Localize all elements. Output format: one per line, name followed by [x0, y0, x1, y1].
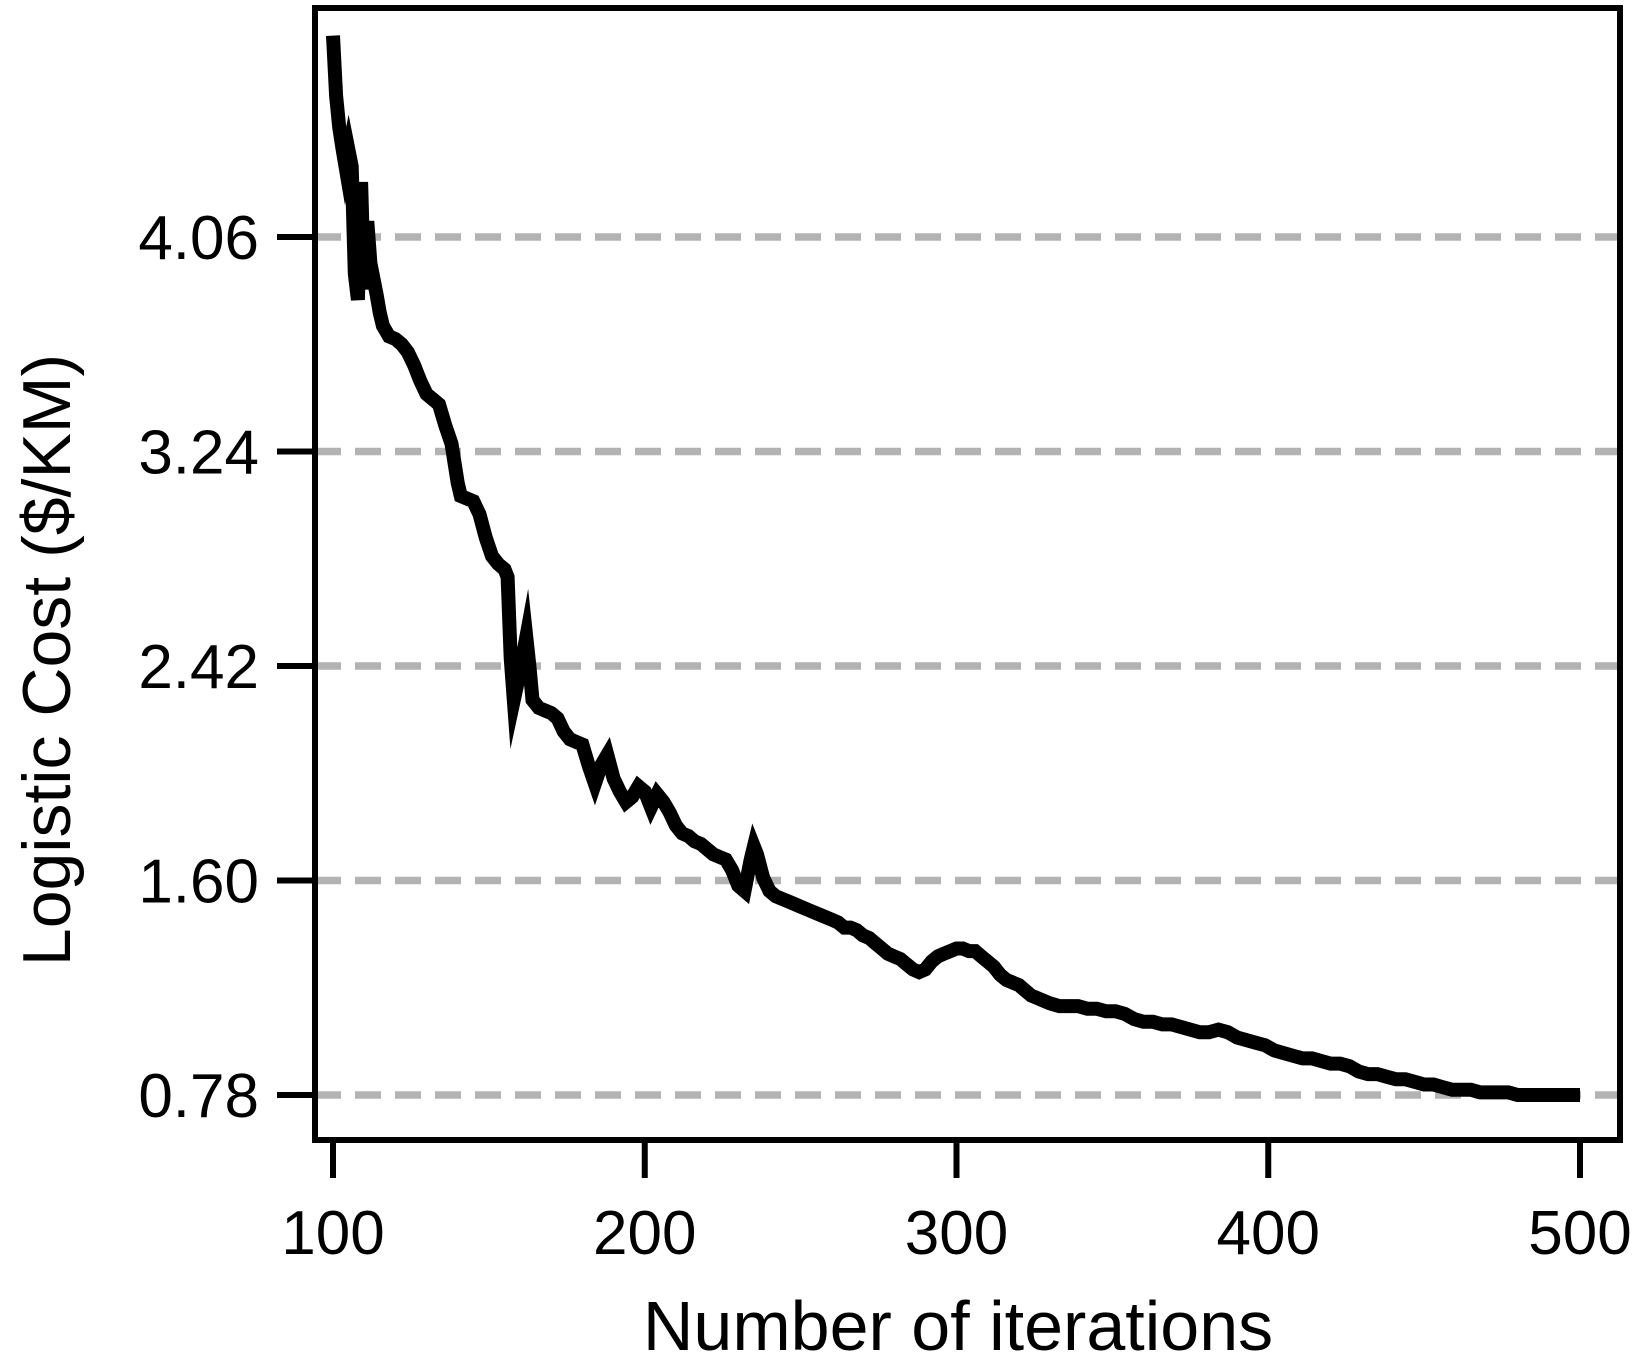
x-tick-label: 200 — [593, 1199, 696, 1268]
x-axis-title: Number of iterations — [643, 1287, 1273, 1365]
plot-frame — [312, 5, 1623, 1143]
x-tick-label: 100 — [281, 1199, 384, 1268]
x-tick-label: 300 — [905, 1199, 1008, 1268]
x-tick-label: 500 — [1528, 1199, 1631, 1268]
y-tick-label: 0.78 — [138, 1062, 259, 1131]
series-line — [326, 35, 1580, 1102]
axis-ticks — [277, 234, 1583, 1178]
y-tick-label: 2.42 — [138, 633, 259, 702]
y-tick-label: 4.06 — [138, 204, 259, 273]
y-tick-label: 1.60 — [138, 848, 259, 917]
y-axis-title: Logistic Cost ($/KM) — [9, 354, 85, 966]
tick-labels: 4.06 3.24 2.42 1.60 0.78 100 200 300 400 500 — [138, 204, 1631, 1268]
y-tick-label: 3.24 — [138, 419, 259, 488]
x-tick-label: 400 — [1217, 1199, 1320, 1268]
